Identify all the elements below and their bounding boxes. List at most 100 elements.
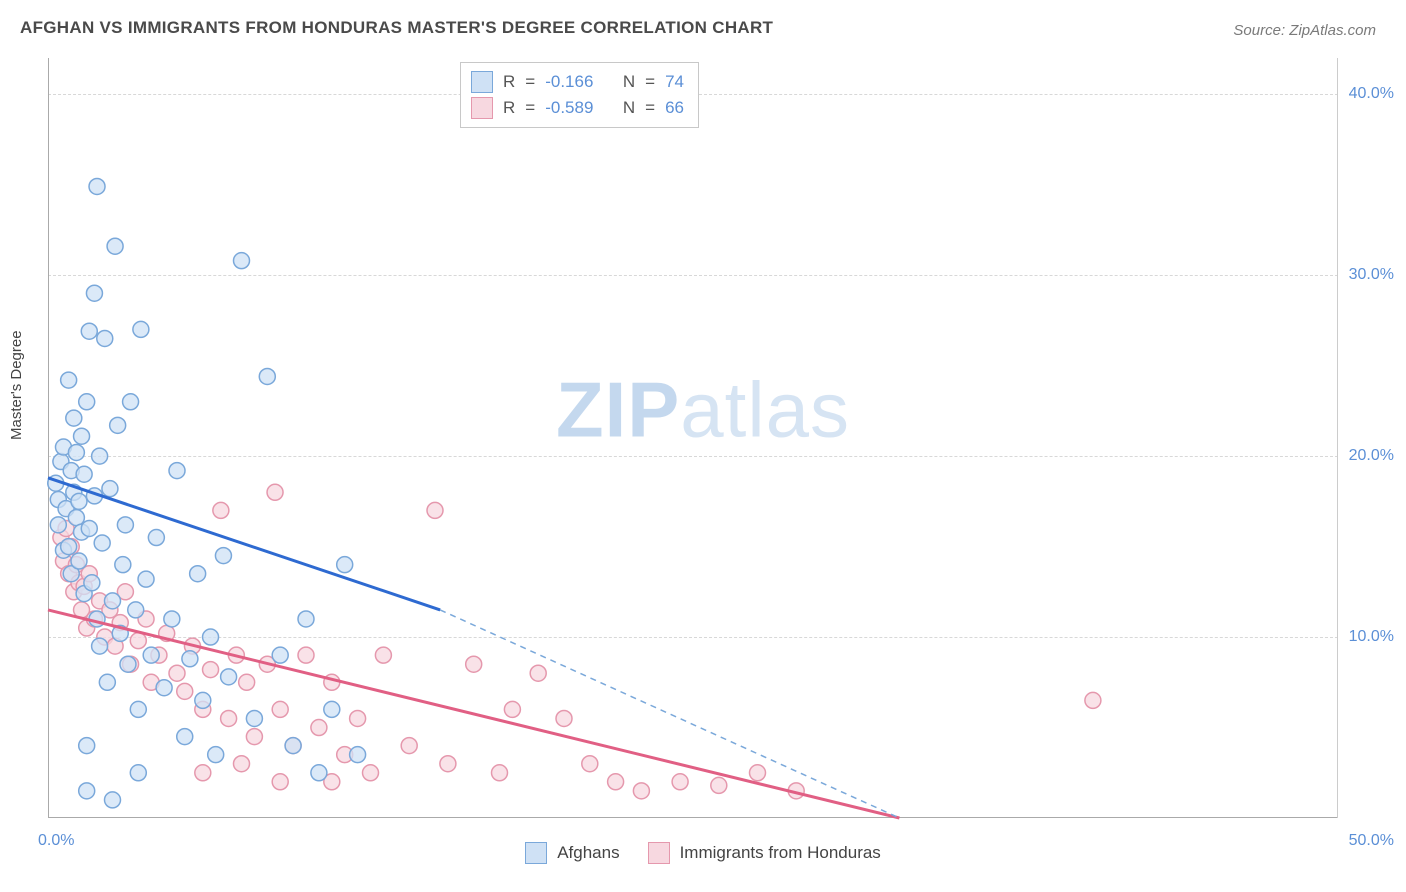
data-point [81, 323, 97, 339]
stat-eq: = [645, 72, 655, 92]
data-point [208, 747, 224, 763]
data-point [148, 530, 164, 546]
swatch-honduras [471, 97, 493, 119]
data-point [633, 783, 649, 799]
data-point [1085, 692, 1101, 708]
data-point [79, 394, 95, 410]
y-tick-label: 10.0% [1349, 628, 1394, 646]
data-point [105, 792, 121, 808]
data-point [350, 710, 366, 726]
data-point [195, 765, 211, 781]
trend-line [48, 610, 899, 818]
data-point [102, 481, 118, 497]
stat-n-afghans: 74 [665, 72, 684, 92]
data-point [556, 710, 572, 726]
data-point [169, 665, 185, 681]
data-point [120, 656, 136, 672]
data-point [130, 633, 146, 649]
data-point [234, 253, 250, 269]
data-point [128, 602, 144, 618]
y-tick-label: 20.0% [1349, 447, 1394, 465]
data-point [79, 783, 95, 799]
data-point [79, 738, 95, 754]
data-point [492, 765, 508, 781]
stat-eq: = [645, 98, 655, 118]
data-point [582, 756, 598, 772]
data-point [672, 774, 688, 790]
stat-r-label: R [503, 98, 515, 118]
data-point [440, 756, 456, 772]
data-point [94, 535, 110, 551]
data-point [177, 683, 193, 699]
stat-n-honduras: 66 [665, 98, 684, 118]
source-name: ZipAtlas.com [1289, 22, 1376, 39]
y-axis-label: Master's Degree [8, 330, 25, 440]
data-point [110, 417, 126, 433]
data-point [272, 701, 288, 717]
stat-r-label: R [503, 72, 515, 92]
stat-eq: = [525, 72, 535, 92]
source-credit: Source: ZipAtlas.com [1233, 22, 1376, 39]
data-point [375, 647, 391, 663]
data-point [92, 638, 108, 654]
y-tick-label: 30.0% [1349, 266, 1394, 284]
data-point [272, 774, 288, 790]
data-point [234, 756, 250, 772]
data-point [143, 647, 159, 663]
data-point [105, 593, 121, 609]
data-point [97, 330, 113, 346]
data-point [86, 285, 102, 301]
chart-title: AFGHAN VS IMMIGRANTS FROM HONDURAS MASTE… [20, 18, 773, 38]
data-point [195, 692, 211, 708]
data-point [138, 571, 154, 587]
data-point [133, 321, 149, 337]
data-point [750, 765, 766, 781]
data-point [350, 747, 366, 763]
data-point [115, 557, 131, 573]
data-point [68, 510, 84, 526]
legend-item-afghans: Afghans [525, 842, 619, 864]
data-point [81, 520, 97, 536]
data-point [466, 656, 482, 672]
data-point [71, 553, 87, 569]
data-point [711, 777, 727, 793]
legend-swatch-afghans [525, 842, 547, 864]
legend-swatch-honduras [648, 842, 670, 864]
data-point [298, 611, 314, 627]
stat-n-label: N [623, 98, 635, 118]
data-point [213, 502, 229, 518]
legend-label-honduras: Immigrants from Honduras [680, 843, 881, 863]
data-point [61, 372, 77, 388]
data-point [107, 238, 123, 254]
data-point [66, 410, 82, 426]
stat-eq: = [525, 98, 535, 118]
data-point [61, 539, 77, 555]
data-point [298, 647, 314, 663]
y-tick-label: 40.0% [1349, 85, 1394, 103]
data-point [246, 729, 262, 745]
data-point [156, 680, 172, 696]
data-point [259, 368, 275, 384]
data-point [182, 651, 198, 667]
data-point [530, 665, 546, 681]
data-point [221, 710, 237, 726]
data-point [50, 517, 66, 533]
data-point [285, 738, 301, 754]
data-point [169, 463, 185, 479]
data-point [71, 493, 87, 509]
data-point [74, 428, 90, 444]
data-point [130, 701, 146, 717]
data-point [123, 394, 139, 410]
data-point [311, 720, 327, 736]
data-point [504, 701, 520, 717]
data-point [363, 765, 379, 781]
data-point [239, 674, 255, 690]
stat-n-label: N [623, 72, 635, 92]
data-point [117, 517, 133, 533]
data-point [84, 575, 100, 591]
legend-item-honduras: Immigrants from Honduras [648, 842, 881, 864]
data-point [203, 629, 219, 645]
data-point [130, 765, 146, 781]
stats-row-honduras: R = -0.589 N = 66 [471, 95, 684, 121]
source-label: Source: [1233, 22, 1285, 39]
